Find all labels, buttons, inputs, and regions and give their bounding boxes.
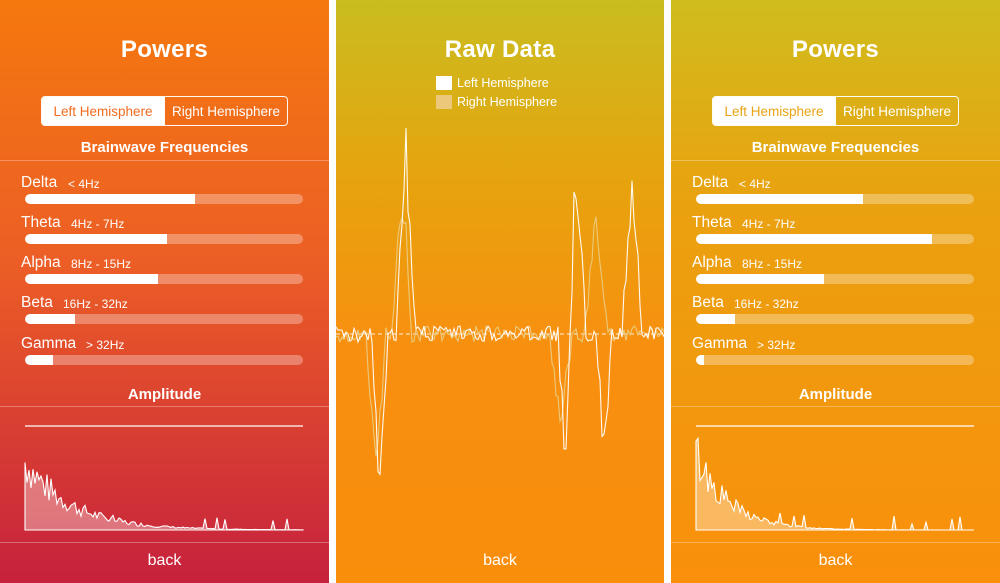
band-level-bar: [25, 234, 303, 244]
band-level-fill: [696, 355, 705, 365]
band-range: 8Hz - 15Hz: [742, 257, 803, 271]
band-level-bar: [25, 274, 303, 284]
back-button[interactable]: back: [147, 552, 182, 569]
band-range: < 4Hz: [68, 177, 100, 191]
band-level-bar: [25, 314, 303, 324]
band-level-bar: [696, 194, 974, 204]
section-title-amplitude: Amplitude: [127, 386, 202, 403]
hemisphere-segmented-control[interactable]: Left Hemisphere Right Hemisphere: [712, 96, 959, 126]
band-row-gamma: Gamma > 32Hz: [692, 335, 974, 375]
band-level-fill: [696, 234, 933, 244]
band-level-bar: [696, 234, 974, 244]
band-name: Alpha: [21, 254, 61, 271]
band-range: 4Hz - 7Hz: [71, 217, 125, 231]
band-row-beta: Beta 16Hz - 32hz: [692, 294, 974, 334]
band-level-fill: [25, 355, 53, 365]
back-button[interactable]: back: [818, 552, 853, 569]
band-range: 4Hz - 7Hz: [742, 217, 796, 231]
divider: [671, 406, 1000, 407]
band-level-fill: [25, 314, 76, 324]
legend-label: Left Hemisphere: [457, 75, 549, 90]
band-row-gamma: Gamma > 32Hz: [21, 335, 303, 375]
band-level-fill: [696, 314, 735, 324]
band-range: 16Hz - 32hz: [734, 297, 799, 311]
hemisphere-segmented-control[interactable]: Left Hemisphere Right Hemisphere: [41, 96, 288, 126]
powers-screen-left: Powers Left Hemisphere Right Hemisphere …: [0, 0, 329, 583]
page-title: Powers: [120, 36, 209, 63]
amplitude-chart: [24, 425, 304, 531]
right-hemisphere-waveform: [336, 216, 664, 457]
segment-right-hemisphere[interactable]: Right Hemisphere: [164, 97, 287, 125]
amplitude-chart: [695, 425, 974, 531]
powers-screen-right: Powers Left Hemisphere Right Hemisphere …: [671, 0, 1000, 583]
band-name: Gamma: [692, 335, 748, 352]
section-title-amplitude: Amplitude: [798, 386, 873, 403]
band-level-fill: [25, 274, 159, 284]
band-level-fill: [696, 274, 824, 284]
band-range: 16Hz - 32hz: [63, 297, 128, 311]
band-row-beta: Beta 16Hz - 32hz: [21, 294, 303, 334]
band-name: Beta: [21, 294, 53, 311]
legend-swatch-right: [436, 94, 452, 109]
divider: [0, 160, 329, 161]
divider: [0, 542, 329, 543]
band-range: < 4Hz: [739, 177, 771, 191]
raw-data-screen: Raw Data Left Hemisphere Right Hemispher…: [336, 0, 664, 583]
band-range: > 32Hz: [757, 338, 796, 352]
amplitude-spectrum: [24, 462, 304, 531]
band-level-bar: [25, 194, 303, 204]
segment-right-hemisphere[interactable]: Right Hemisphere: [835, 97, 958, 125]
page-title: Powers: [791, 36, 880, 63]
band-row-alpha: Alpha 8Hz - 15Hz: [692, 254, 974, 294]
band-name: Delta: [692, 174, 729, 191]
band-name: Delta: [21, 174, 58, 191]
band-level-bar: [696, 355, 974, 365]
band-name: Theta: [21, 214, 61, 231]
section-title-frequencies: Brainwave Frequencies: [80, 139, 249, 156]
legend-swatch-left: [436, 75, 452, 90]
band-level-fill: [25, 194, 195, 204]
legend-item-left: Left Hemisphere: [436, 73, 557, 92]
band-range: > 32Hz: [86, 338, 125, 352]
band-level-fill: [696, 194, 863, 204]
band-name: Alpha: [692, 254, 732, 271]
divider: [671, 542, 1000, 543]
left-hemisphere-waveform: [336, 127, 664, 476]
divider: [0, 406, 329, 407]
band-level-bar: [696, 274, 974, 284]
band-row-alpha: Alpha 8Hz - 15Hz: [21, 254, 303, 294]
segment-left-hemisphere[interactable]: Left Hemisphere: [713, 97, 835, 125]
band-level-bar: [696, 314, 974, 324]
band-level-bar: [25, 355, 303, 365]
legend-item-right: Right Hemisphere: [436, 92, 557, 111]
legend: Left Hemisphere Right Hemisphere: [436, 73, 557, 111]
band-name: Gamma: [21, 335, 77, 352]
segment-left-hemisphere[interactable]: Left Hemisphere: [42, 97, 164, 125]
back-button[interactable]: back: [483, 552, 517, 569]
band-row-delta: Delta < 4Hz: [21, 174, 303, 214]
band-name: Theta: [692, 214, 732, 231]
band-range: 8Hz - 15Hz: [71, 257, 132, 271]
band-row-delta: Delta < 4Hz: [692, 174, 974, 214]
page-title: Raw Data: [444, 36, 556, 63]
amplitude-spectrum: [695, 436, 974, 531]
legend-label: Right Hemisphere: [457, 94, 558, 109]
section-title-frequencies: Brainwave Frequencies: [751, 139, 920, 156]
raw-waveform-chart: [336, 127, 664, 476]
band-level-fill: [25, 234, 167, 244]
divider: [671, 160, 1000, 161]
band-name: Beta: [692, 294, 724, 311]
band-row-theta: Theta 4Hz - 7Hz: [21, 214, 303, 254]
band-row-theta: Theta 4Hz - 7Hz: [692, 214, 974, 254]
